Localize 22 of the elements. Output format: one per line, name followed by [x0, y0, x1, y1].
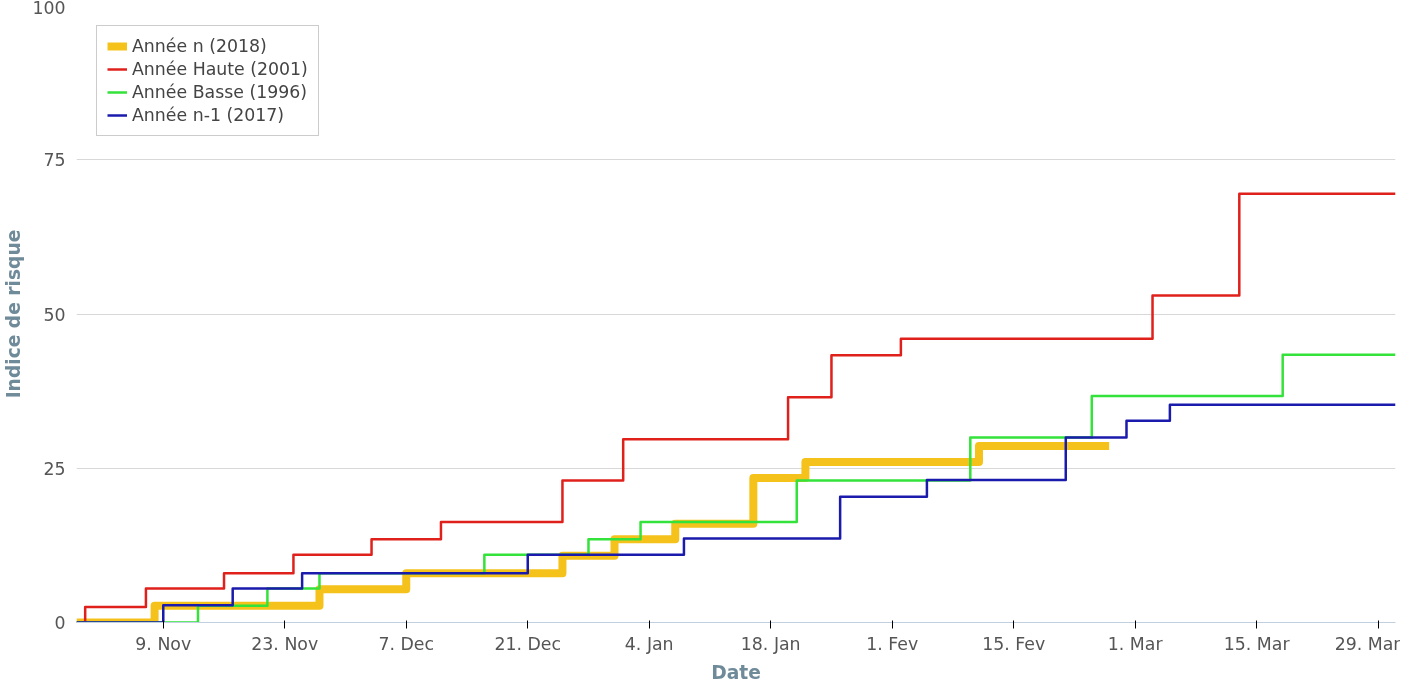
legend-label: Année Haute (2001)	[132, 59, 308, 79]
y-tick-label: 0	[54, 613, 66, 633]
x-tick-label: 21. Dec	[494, 633, 562, 654]
y-tick-label: 75	[43, 150, 66, 171]
x-tick-label: 23. Nov	[251, 633, 319, 654]
x-tick-label: 9. Nov	[135, 633, 192, 654]
x-tick-label: 1. Fev	[866, 633, 919, 654]
x-tick-label: 7. Dec	[378, 633, 435, 654]
x-tick-label: 15. Mar	[1223, 633, 1291, 654]
x-tick-label: 15. Fev	[982, 633, 1046, 654]
legend-label: Année n-1 (2017)	[132, 105, 285, 125]
y-tick-label: 100	[32, 0, 66, 18]
y-tick-label: 50	[43, 304, 66, 325]
y-axis-title: Indice de risque	[3, 229, 25, 399]
y-tick-label: 25	[43, 458, 66, 479]
x-tick-label: 29. Mar	[1334, 633, 1402, 654]
x-tick-label: 1. Mar	[1107, 633, 1164, 654]
x-tick-label: 4. Jan	[624, 633, 674, 654]
x-axis-title: Date	[711, 661, 761, 683]
legend-label: Année Basse (1996)	[132, 82, 307, 102]
x-tick-label: 18. Jan	[740, 633, 801, 654]
legend-label: Année n (2018)	[132, 36, 267, 56]
